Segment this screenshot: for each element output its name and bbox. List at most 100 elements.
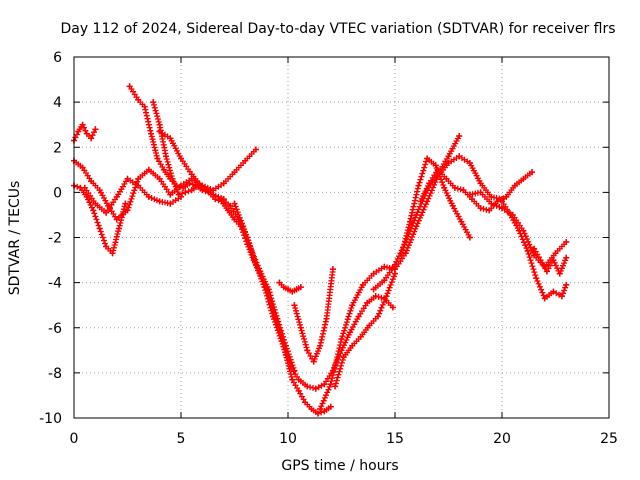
- data-point: [417, 198, 424, 205]
- data-point: [449, 202, 456, 209]
- data-point: [135, 182, 142, 189]
- data-point: [88, 178, 95, 185]
- data-point: [199, 184, 206, 191]
- data-point: [477, 205, 484, 212]
- data-point: [366, 322, 373, 329]
- data-point: [531, 252, 538, 259]
- data-point: [92, 200, 99, 207]
- data-point: [227, 202, 234, 209]
- data-point: [280, 284, 287, 291]
- data-point: [167, 135, 174, 142]
- data-series: [218, 196, 396, 392]
- data-point: [265, 286, 272, 293]
- data-point: [552, 250, 559, 257]
- data-point: [312, 385, 319, 392]
- data-point: [441, 184, 448, 191]
- y-tick-label: 6: [53, 50, 62, 66]
- data-point: [282, 342, 289, 349]
- data-point: [389, 304, 396, 311]
- data-point: [424, 155, 431, 162]
- x-axis-title: GPS time / hours: [281, 458, 398, 474]
- data-point: [338, 336, 345, 343]
- data-point: [113, 216, 120, 223]
- data-point: [248, 248, 255, 255]
- data-point: [511, 182, 518, 189]
- data-point: [156, 175, 163, 182]
- data-point: [543, 268, 550, 275]
- data-point: [145, 193, 152, 200]
- data-point: [240, 223, 247, 230]
- data-point: [135, 175, 142, 182]
- data-point: [533, 275, 540, 282]
- data-point: [383, 293, 390, 300]
- y-tick-label: -8: [48, 366, 62, 382]
- data-point: [370, 270, 377, 277]
- data-point: [434, 166, 441, 173]
- data-point: [503, 193, 510, 200]
- data-point: [160, 166, 167, 173]
- data-point: [443, 175, 450, 182]
- y-axis-title: SDTVAR / TECUs: [7, 181, 23, 296]
- data-point: [135, 96, 142, 103]
- data-point: [374, 313, 381, 320]
- data-point: [220, 180, 227, 187]
- x-tick-label: 5: [177, 431, 186, 447]
- data-point: [499, 198, 505, 205]
- data-point: [231, 200, 238, 207]
- data-point: [154, 155, 161, 162]
- data-point: [469, 196, 476, 203]
- data-point: [426, 180, 433, 187]
- data-point: [355, 313, 362, 320]
- data-point: [340, 354, 347, 361]
- y-tick-label: -2: [48, 231, 62, 247]
- data-point: [466, 234, 473, 241]
- series-markers: [218, 196, 396, 392]
- chart-title: Day 112 of 2024, Sidereal Day-to-day VTE…: [60, 21, 615, 37]
- data-point: [327, 381, 334, 388]
- data-point: [349, 302, 356, 309]
- data-point: [297, 284, 304, 291]
- data-point: [285, 286, 291, 293]
- data-point: [126, 83, 133, 90]
- data-point: [289, 288, 296, 295]
- series-markers: [150, 99, 214, 198]
- data-point: [148, 130, 155, 137]
- data-point: [317, 342, 324, 349]
- data-point: [96, 187, 103, 194]
- data-point: [406, 218, 413, 225]
- data-point: [274, 315, 281, 322]
- data-point: [79, 164, 86, 171]
- x-tick-label: 10: [279, 431, 297, 447]
- data-series: [317, 153, 505, 412]
- data-point: [359, 281, 366, 288]
- data-point: [257, 268, 264, 275]
- data-point: [141, 103, 148, 110]
- data-point: [516, 227, 523, 234]
- data-point: [520, 175, 527, 182]
- data-point: [81, 184, 88, 191]
- data-point: [188, 171, 195, 178]
- y-tick-label: -10: [39, 411, 62, 427]
- data-point: [252, 146, 259, 153]
- data-point: [321, 408, 328, 415]
- data-point: [537, 257, 544, 264]
- data-point: [456, 153, 463, 160]
- data-series: [126, 83, 334, 417]
- data-point: [225, 207, 232, 214]
- data-point: [466, 191, 473, 198]
- data-point: [347, 329, 354, 336]
- data-point: [415, 182, 422, 189]
- data-point: [295, 376, 302, 383]
- data-point: [291, 367, 298, 374]
- data-point: [456, 132, 463, 139]
- data-point: [310, 358, 317, 365]
- data-point: [304, 383, 311, 390]
- data-point: [392, 270, 398, 277]
- data-point: [314, 410, 321, 417]
- data-point: [291, 302, 298, 309]
- data-point: [458, 218, 465, 225]
- data-point: [90, 207, 97, 214]
- data-point: [167, 191, 174, 198]
- data-point: [210, 191, 217, 198]
- data-point: [83, 130, 90, 137]
